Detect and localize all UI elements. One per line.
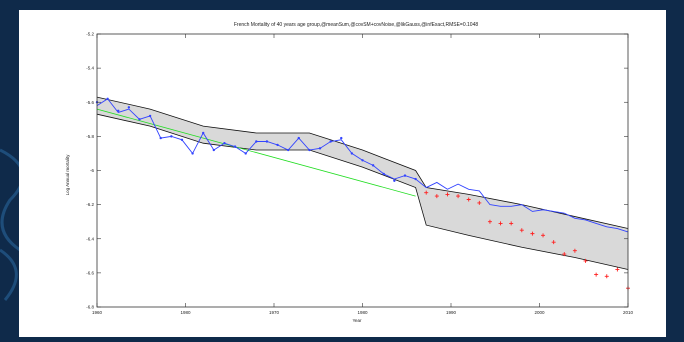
test-point <box>541 233 546 238</box>
observed-point <box>138 118 141 121</box>
x-tick-label: 1960 <box>92 310 103 315</box>
observed-point <box>159 136 162 140</box>
observed-point <box>170 135 173 138</box>
x-tick-label: 1990 <box>446 310 457 315</box>
observed-point <box>350 152 354 155</box>
test-point <box>445 192 450 197</box>
test-point <box>424 190 429 195</box>
axes-box <box>96 33 629 308</box>
observed-point <box>212 148 216 152</box>
observed-point <box>361 159 364 162</box>
test-point <box>487 219 492 224</box>
y-tick-label: -6 <box>90 168 94 173</box>
observed-point <box>276 143 279 147</box>
confidence-band <box>97 97 628 270</box>
test-point <box>615 267 620 272</box>
observed-point <box>117 109 120 112</box>
observed-point <box>403 174 407 177</box>
test-point <box>434 194 439 199</box>
observed-point <box>382 172 385 176</box>
observed-point <box>180 138 184 141</box>
observed-point <box>297 136 300 140</box>
observed-point <box>127 106 131 109</box>
observed-point <box>265 140 269 143</box>
x-tick-label: 1980 <box>180 310 191 315</box>
trend-line <box>96 108 416 197</box>
test-point <box>466 197 471 202</box>
observed-point <box>329 140 332 143</box>
y-tick-label: -6.2 <box>86 202 94 207</box>
x-tick-label: 2000 <box>534 310 545 315</box>
band-upper-edge <box>96 96 629 229</box>
y-tick-label: -6.8 <box>86 305 94 310</box>
y-tick-label: -5.4 <box>86 66 94 71</box>
observed-point <box>414 177 417 181</box>
chart: French Mortality of 40 years age group,@… <box>65 22 634 323</box>
observed-point <box>202 131 205 135</box>
test-point <box>604 274 609 279</box>
test-point <box>572 248 577 253</box>
x-axis-label: Year <box>352 318 362 323</box>
test-point <box>530 231 535 236</box>
chart-slide: French Mortality of 40 years age group,@… <box>19 10 666 337</box>
y-axis-label: Log Annual mortality <box>65 154 70 196</box>
observed-point <box>255 140 258 143</box>
test-point <box>477 200 482 205</box>
observed-point <box>371 164 375 167</box>
observed-point <box>308 148 311 152</box>
observed-point <box>223 142 226 145</box>
chart-title: French Mortality of 40 years age group,@… <box>234 22 479 28</box>
test-point <box>456 194 461 199</box>
y-tick-label: -5.8 <box>86 134 94 139</box>
x-tick-label: 1970 <box>269 310 280 315</box>
test-point <box>519 228 524 233</box>
observed-point <box>233 145 237 148</box>
y-tick-label: -5.6 <box>86 100 94 105</box>
observed-point <box>106 97 109 101</box>
observed-point <box>191 152 194 155</box>
observed-point <box>244 152 247 155</box>
x-tick-label: 1980 <box>357 310 368 315</box>
band-lower-edge <box>96 113 629 270</box>
test-point <box>594 272 599 277</box>
y-tick-label: -6.6 <box>86 270 94 275</box>
observed-point <box>318 147 322 150</box>
y-tick-label: -6.4 <box>86 236 94 241</box>
test-point <box>583 258 588 263</box>
observed-point <box>340 136 343 140</box>
observed-point <box>148 114 152 118</box>
y-tick-label: -5.2 <box>86 32 94 37</box>
test-point <box>509 221 514 226</box>
test-point <box>498 221 503 226</box>
observed-point <box>393 179 396 182</box>
test-point <box>562 252 567 257</box>
test-point <box>551 240 556 245</box>
x-tick-label: 2010 <box>623 310 634 315</box>
observed-point <box>286 148 290 152</box>
